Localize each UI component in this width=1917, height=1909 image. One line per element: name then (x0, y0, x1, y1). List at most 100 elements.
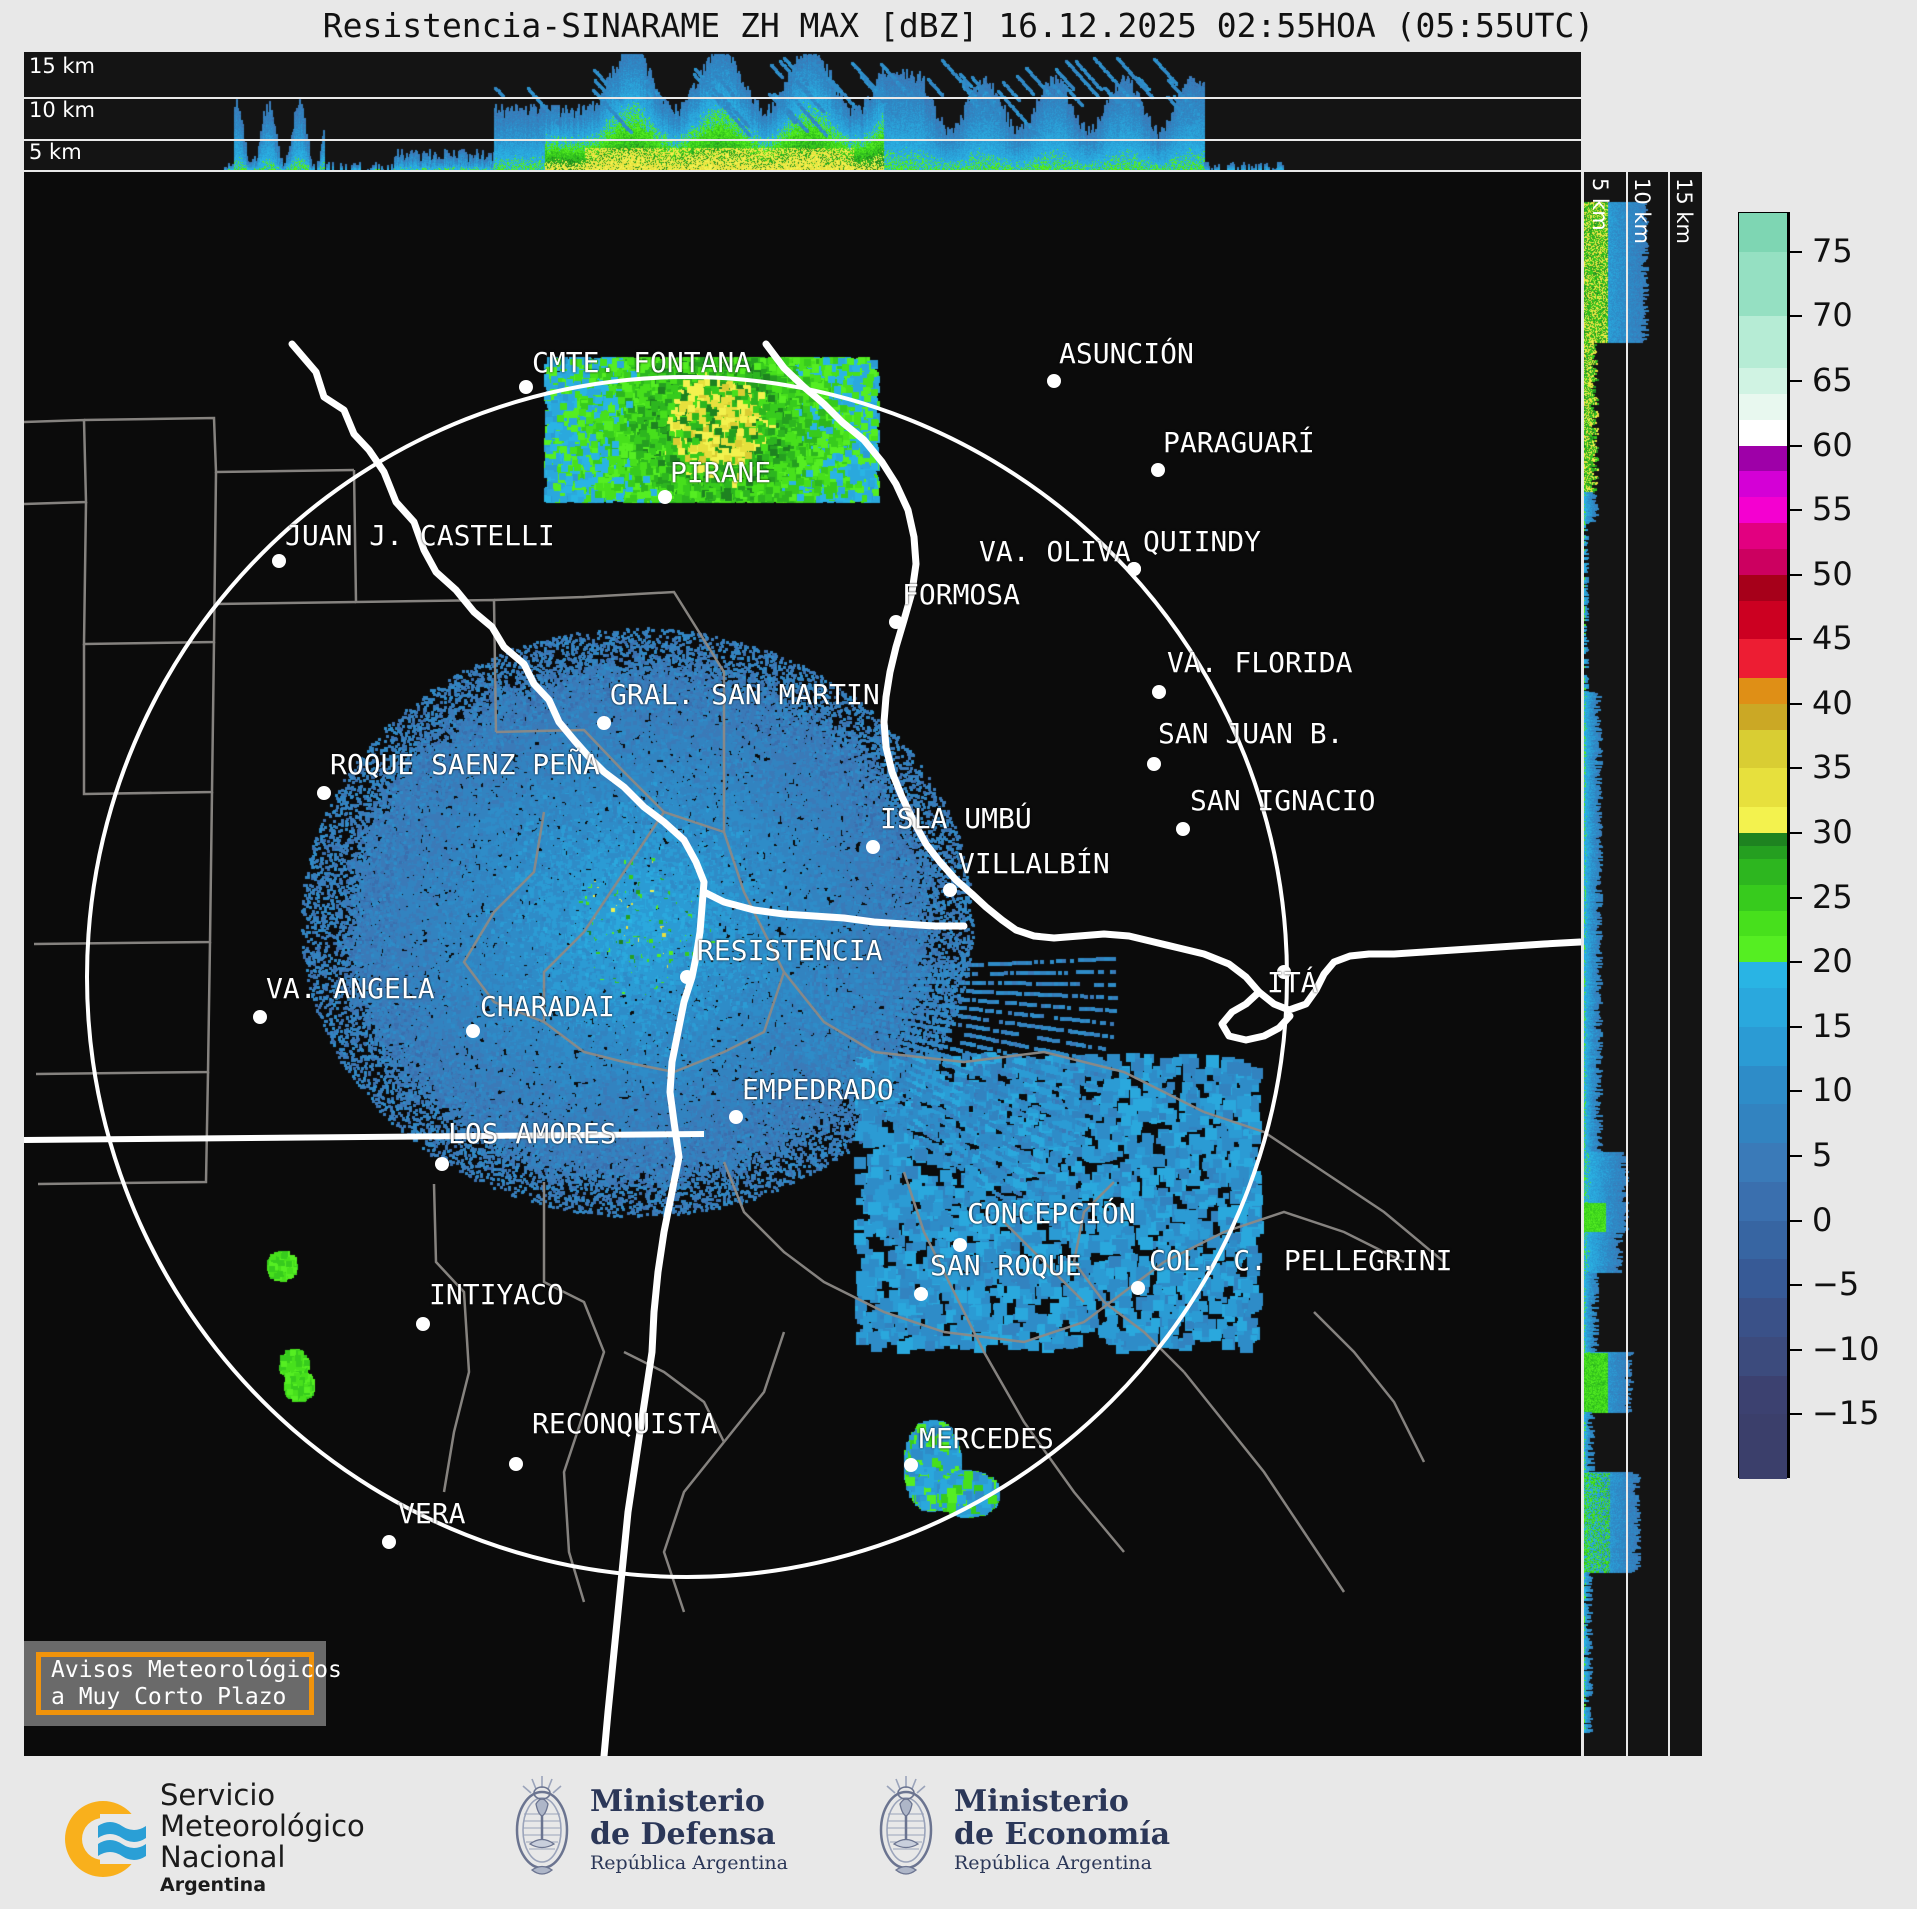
height-gridline-10km-v (1668, 172, 1670, 1756)
colorbar-segment (1739, 574, 1787, 601)
city-marker (889, 615, 903, 629)
colorbar-segment (1739, 445, 1787, 472)
colorbar-tick (1788, 832, 1802, 835)
colorbar-segment (1739, 497, 1787, 524)
city-marker (519, 380, 533, 394)
colorbar-tick-label: 30 (1812, 813, 1853, 852)
colorbar-segment (1739, 962, 1787, 989)
colorbar-segment (1739, 1220, 1787, 1260)
warning-badge-inner: Avisos Meteorológicos a Muy Corto Plazo (36, 1652, 342, 1715)
colorbar-axis (1788, 212, 1790, 1478)
colorbar-tick-label: 75 (1812, 231, 1853, 270)
colorbar-tick (1788, 638, 1802, 641)
colorbar-tick (1788, 896, 1802, 899)
logo-smn: Servicio Meteorológico Nacional Argentin… (60, 1780, 365, 1897)
city-marker (1151, 463, 1165, 477)
height-label-15km: 15 km (29, 54, 96, 78)
colorbar-tick-label: 15 (1812, 1006, 1853, 1045)
economia-line-2: de Economía (954, 1817, 1171, 1852)
height-label-10km-v: 10 km (1630, 178, 1654, 245)
colorbar-tick-label: 20 (1812, 942, 1853, 981)
economia-line-1: Ministerio (954, 1784, 1129, 1819)
footer-logos: Servicio Meteorológico Nacional Argentin… (0, 1762, 1917, 1909)
colorbar-segment (1739, 1065, 1787, 1105)
smn-line-2: Meteorológico (160, 1809, 365, 1843)
colorbar-segment (1739, 884, 1787, 911)
colorbar-tick-label: 25 (1812, 877, 1853, 916)
colorbar-segment (1739, 729, 1787, 769)
colorbar-tick (1788, 379, 1802, 382)
colorbar-tick (1788, 250, 1802, 253)
city-marker (1131, 1281, 1145, 1295)
city-marker (272, 554, 286, 568)
colorbar-tick (1788, 573, 1802, 576)
colorbar-segment (1739, 768, 1787, 808)
rivers (288, 340, 1581, 1756)
colorbar-segment (1739, 1104, 1787, 1144)
colorbar-segment (1739, 1414, 1787, 1479)
colorbar-segment (1739, 833, 1787, 846)
latitude-line (24, 1131, 705, 1143)
logo-ministerio-defensa: Ministerio de Defensa República Argentin… (508, 1774, 788, 1886)
city-marker (253, 1010, 267, 1024)
colorbar-tick (1788, 1413, 1802, 1416)
city-marker (416, 1317, 430, 1331)
colorbar-segment (1739, 936, 1787, 963)
colorbar-segment (1739, 523, 1787, 549)
colorbar-segment (1739, 213, 1787, 252)
city-marker (1127, 562, 1141, 576)
colorbar-gradient (1738, 212, 1788, 1479)
city-marker (1147, 757, 1161, 771)
warning-line-1: Avisos Meteorológicos (51, 1656, 342, 1683)
city-marker (597, 716, 611, 730)
defensa-line-3: República Argentina (590, 1852, 788, 1874)
city-marker (1277, 965, 1291, 979)
cross-section-right-canvas (1584, 172, 1702, 1756)
colorbar-tick (1788, 1348, 1802, 1351)
colorbar-segment (1739, 471, 1787, 498)
height-label-15km-v: 15 km (1672, 178, 1696, 245)
colorbar-segment (1739, 1375, 1787, 1415)
colorbar-tick-label: 5 (1812, 1136, 1833, 1175)
colorbar-segment (1739, 1181, 1787, 1221)
colorbar-segment (1739, 846, 1787, 859)
defensa-line-2: de Defensa (590, 1817, 776, 1852)
city-marker (382, 1535, 396, 1549)
colorbar-segment (1739, 316, 1787, 369)
city-marker (466, 1024, 480, 1038)
economia-line-3: República Argentina (954, 1852, 1152, 1874)
colorbar-tick-label: 0 (1812, 1200, 1833, 1239)
smn-line-3: Nacional (160, 1840, 286, 1874)
warning-line-2: a Muy Corto Plazo (51, 1683, 287, 1710)
city-marker (1152, 685, 1166, 699)
colorbar-segment (1739, 600, 1787, 640)
colorbar-tick (1788, 1219, 1802, 1222)
colorbar-segment (1739, 393, 1787, 420)
colorbar-segment (1739, 548, 1787, 575)
colorbar-segment (1739, 910, 1787, 937)
colorbar-segment (1739, 988, 1787, 1027)
radar-reflectivity-layer (24, 172, 1581, 1756)
colorbar-tick (1788, 1025, 1802, 1028)
city-marker (658, 490, 672, 504)
cross-section-right: 5 km 10 km 15 km (1584, 172, 1702, 1756)
colorbar-tick (1788, 509, 1802, 512)
colorbar-segment (1739, 1298, 1787, 1337)
warning-badge[interactable]: Avisos Meteorológicos a Muy Corto Plazo (24, 1641, 342, 1726)
city-marker (914, 1287, 928, 1301)
height-gridline-5km (24, 139, 1581, 141)
city-marker (866, 840, 880, 854)
city-marker (680, 970, 694, 984)
city-marker (953, 1238, 967, 1252)
radar-map-panel[interactable]: CMTE. FONTANA ASUNCIÓN PIRANE PARAGUARÍ JUAN… (24, 172, 1581, 1756)
defensa-line-1: Ministerio (590, 1784, 765, 1819)
logo-ministerio-economia: Ministerio de Economía República Argenti… (872, 1774, 1170, 1886)
colorbar-tick (1788, 1090, 1802, 1093)
colorbar-tick-label: 55 (1812, 490, 1853, 529)
colorbar-tick-label: 65 (1812, 360, 1853, 399)
colorbar-tick (1788, 315, 1802, 318)
colorbar-tick (1788, 702, 1802, 705)
colorbar-tick-label: 40 (1812, 683, 1853, 722)
colorbar-tick (1788, 767, 1802, 770)
colorbar-tick-label: −15 (1812, 1394, 1880, 1433)
